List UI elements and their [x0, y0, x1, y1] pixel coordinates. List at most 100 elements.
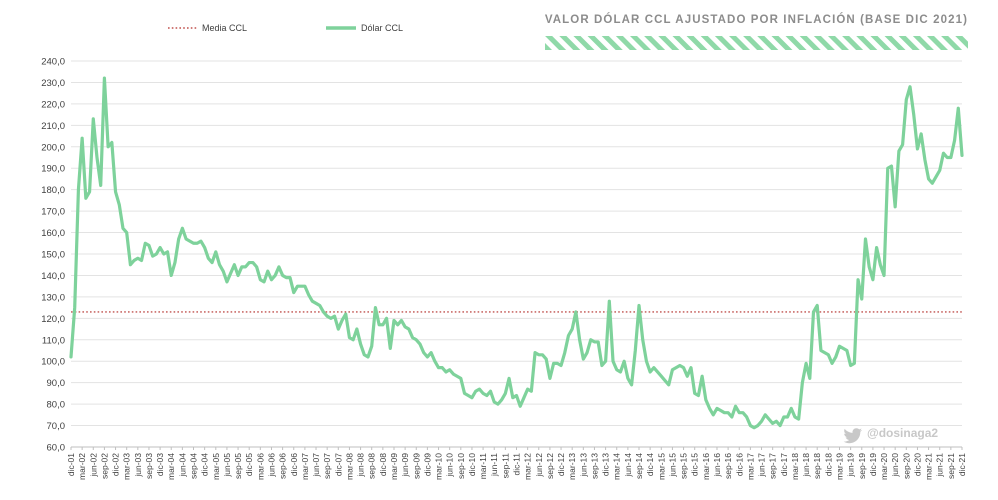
watermark-handle: @dosinaga2: [867, 426, 938, 440]
data-point: [493, 401, 495, 403]
data-point: [753, 427, 755, 429]
data-point: [638, 304, 640, 306]
data-point: [716, 407, 718, 409]
x-tick-label: sep-13: [589, 453, 599, 479]
data-point: [694, 392, 696, 394]
data-point: [200, 240, 202, 242]
data-point: [857, 279, 859, 281]
y-tick-label: 160,0: [41, 228, 65, 239]
x-tick-label: sep-07: [322, 453, 332, 479]
data-point: [233, 264, 235, 266]
x-tick-label: jun-03: [133, 453, 143, 478]
data-point: [285, 276, 287, 278]
data-point: [88, 191, 90, 193]
data-point: [434, 360, 436, 362]
data-point: [712, 414, 714, 416]
data-point: [419, 343, 421, 345]
x-tick-label: jun-10: [445, 453, 455, 478]
data-point: [415, 339, 417, 341]
data-point: [656, 371, 658, 373]
y-tick-label: 230,0: [41, 78, 65, 89]
y-tick-label: 190,0: [41, 164, 65, 175]
data-point: [927, 178, 929, 180]
data-point: [909, 86, 911, 88]
data-point: [705, 399, 707, 401]
data-point: [823, 351, 825, 353]
data-point: [497, 403, 499, 405]
data-point: [148, 244, 150, 246]
x-tick-label: sep-17: [768, 453, 778, 479]
x-tick-label: sep-09: [411, 453, 421, 479]
data-point: [616, 369, 618, 371]
data-point: [137, 257, 139, 259]
data-point: [745, 416, 747, 418]
data-point: [177, 238, 179, 240]
x-tick-label: jun-17: [757, 453, 767, 478]
x-tick-label: jun-02: [88, 453, 98, 478]
data-point: [690, 366, 692, 368]
data-point: [441, 366, 443, 368]
y-tick-label: 150,0: [41, 250, 65, 261]
data-point: [181, 227, 183, 229]
y-tick-label: 60,0: [47, 443, 66, 454]
x-tick-label: dic-06: [289, 453, 299, 476]
x-tick-label: jun-05: [222, 453, 232, 478]
data-point: [653, 366, 655, 368]
x-tick-label: jun-14: [623, 453, 633, 478]
legend-label-ccl: Dólar CCL: [361, 23, 403, 33]
data-point: [575, 311, 577, 313]
x-tick-label: dic-08: [378, 453, 388, 476]
data-point: [664, 379, 666, 381]
data-point: [879, 264, 881, 266]
data-point: [757, 424, 759, 426]
data-point: [348, 336, 350, 338]
data-point: [460, 377, 462, 379]
data-point: [764, 414, 766, 416]
y-tick-label: 110,0: [42, 335, 65, 346]
data-point: [100, 184, 102, 186]
data-point: [103, 77, 105, 79]
x-tick-label: mar-05: [211, 453, 221, 480]
x-tick-label: jun-15: [667, 453, 677, 478]
x-tick-label: sep-05: [233, 453, 243, 479]
y-tick-label: 90,0: [47, 378, 66, 389]
data-point: [166, 251, 168, 253]
data-point: [567, 334, 569, 336]
data-point: [77, 188, 79, 190]
legend-label-media: Media CCL: [202, 23, 247, 33]
data-point: [244, 266, 246, 268]
data-point: [426, 356, 428, 358]
x-tick-label: mar-03: [122, 453, 132, 480]
x-tick-label: mar-12: [523, 453, 533, 480]
data-point: [311, 300, 313, 302]
data-point: [207, 257, 209, 259]
data-point: [872, 279, 874, 281]
data-point: [571, 328, 573, 330]
data-point: [385, 317, 387, 319]
x-tick-label: dic-15: [690, 453, 700, 476]
y-tick-label: 80,0: [47, 400, 66, 411]
data-point: [727, 411, 729, 413]
y-tick-label: 140,0: [41, 271, 65, 282]
data-point: [118, 203, 120, 205]
data-point: [237, 274, 239, 276]
x-tick-label: dic-12: [556, 453, 566, 476]
data-point: [382, 324, 384, 326]
data-point: [887, 167, 889, 169]
data-point: [861, 298, 863, 300]
data-point: [779, 424, 781, 426]
chart-title: VALOR DÓLAR CCL AJUSTADO POR INFLACIÓN (…: [545, 13, 968, 26]
data-point: [252, 261, 254, 263]
data-point: [946, 156, 948, 158]
data-point: [794, 416, 796, 418]
x-tick-label: mar-08: [344, 453, 354, 480]
x-tick-label: mar-06: [255, 453, 265, 480]
data-point: [623, 360, 625, 362]
x-tick-label: jun-12: [534, 453, 544, 478]
data-point: [248, 261, 250, 263]
data-point: [393, 319, 395, 321]
y-tick-label: 100,0: [41, 357, 65, 368]
data-point: [174, 261, 176, 263]
data-point: [352, 339, 354, 341]
